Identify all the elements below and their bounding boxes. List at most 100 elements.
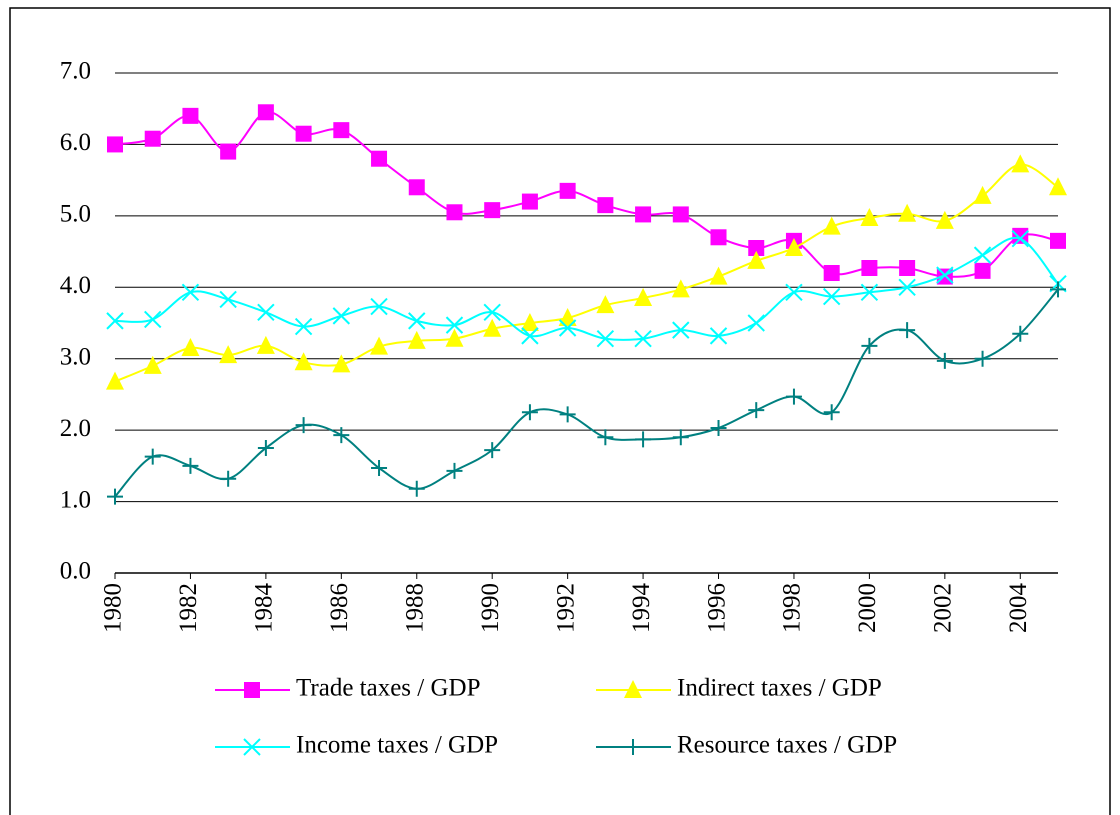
marker (597, 429, 614, 446)
marker (219, 290, 237, 309)
y-tick-label: 1.0 (60, 486, 91, 513)
marker (182, 107, 199, 124)
x-tick-label: 1984 (251, 583, 278, 634)
marker (333, 427, 350, 444)
marker (710, 229, 727, 246)
marker (295, 125, 312, 142)
x-tick-label: 1986 (326, 583, 353, 633)
marker (748, 240, 765, 256)
marker (484, 442, 501, 459)
marker (294, 352, 313, 371)
x-tick-label: 1982 (175, 583, 202, 633)
marker (899, 260, 916, 276)
marker (1011, 154, 1030, 173)
marker (936, 266, 954, 284)
marker (484, 202, 501, 219)
marker (935, 210, 954, 229)
marker (860, 283, 879, 301)
marker (672, 206, 689, 223)
y-tick-label: 3.0 (60, 343, 91, 370)
marker (710, 420, 727, 436)
marker (181, 338, 200, 356)
marker (671, 279, 690, 298)
marker (1050, 232, 1066, 249)
marker (370, 297, 388, 316)
marker (748, 402, 765, 419)
marker (144, 130, 161, 147)
x-tick-label: 1998 (779, 583, 806, 633)
marker (936, 352, 953, 369)
marker (446, 462, 463, 479)
marker (182, 457, 199, 474)
legend-label: Resource taxes / GDP (677, 732, 897, 759)
y-tick-label: 2.0 (60, 415, 91, 442)
marker (784, 238, 803, 256)
marker (257, 104, 274, 121)
marker (371, 150, 388, 167)
marker (256, 335, 275, 354)
marker (144, 448, 161, 465)
marker (408, 480, 425, 497)
marker (294, 317, 313, 336)
marker (635, 431, 652, 448)
marker (635, 206, 652, 223)
marker (596, 295, 615, 314)
marker (520, 313, 539, 331)
marker (596, 330, 615, 348)
marker (107, 136, 123, 153)
marker (558, 308, 577, 326)
series-line (114, 236, 1059, 341)
marker (483, 318, 502, 337)
marker (558, 319, 577, 337)
marker (295, 417, 312, 434)
marker (634, 330, 652, 348)
marker (445, 316, 464, 334)
marker (1011, 230, 1029, 248)
marker (898, 203, 917, 222)
marker (219, 345, 238, 364)
marker (1012, 325, 1029, 342)
marker (332, 354, 351, 373)
marker (257, 303, 275, 321)
marker (371, 460, 388, 476)
marker (624, 680, 642, 698)
marker (672, 321, 690, 339)
marker (220, 470, 237, 487)
marker (521, 193, 538, 210)
marker (446, 204, 463, 221)
marker (974, 262, 991, 279)
x-tick-label: 1992 (552, 583, 579, 633)
marker (144, 310, 162, 329)
marker (333, 122, 350, 139)
y-tick-label: 7.0 (60, 58, 91, 85)
marker (709, 266, 728, 285)
marker (408, 312, 426, 330)
marker (861, 337, 878, 354)
marker (220, 143, 237, 160)
marker (747, 314, 765, 332)
frame (9, 7, 1111, 815)
x-tick-label: 2004 (1005, 583, 1032, 634)
y-tick-label: 0.0 (60, 558, 91, 585)
y-tick-label: 5.0 (60, 201, 91, 228)
x-tick-label: 2002 (930, 583, 957, 633)
marker (257, 440, 274, 456)
legend-label: Income taxes / GDP (296, 732, 498, 759)
x-tick-label: 1994 (628, 583, 655, 634)
marker (243, 738, 261, 756)
marker (860, 208, 879, 226)
marker (625, 739, 641, 755)
marker (898, 278, 916, 296)
marker (1050, 281, 1066, 298)
marker (747, 250, 766, 269)
marker (973, 246, 992, 264)
marker (445, 328, 464, 347)
legend-label: Trade taxes / GDP (296, 675, 481, 702)
marker (370, 336, 389, 355)
marker (823, 404, 840, 421)
marker (407, 330, 426, 349)
x-tick-label: 1988 (401, 583, 428, 633)
x-tick-label: 1990 (477, 583, 504, 633)
marker (709, 327, 728, 345)
